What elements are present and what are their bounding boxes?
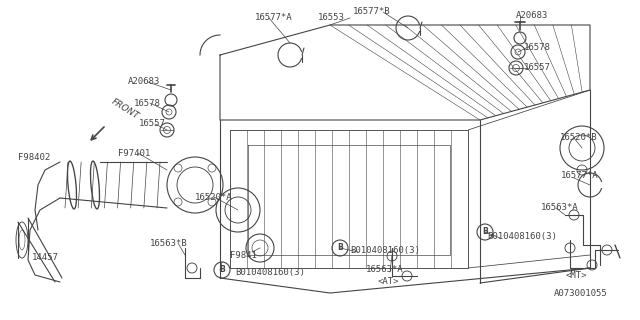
Text: B010408160(3): B010408160(3) [487,231,557,241]
Text: 16520*B: 16520*B [560,133,598,142]
Text: 16578: 16578 [134,99,161,108]
Text: 16577*A: 16577*A [561,171,598,180]
Text: F9841: F9841 [230,251,257,260]
Text: 14457: 14457 [32,253,59,262]
Text: B: B [219,266,225,275]
Text: FRONT: FRONT [110,97,141,121]
Text: A20683: A20683 [128,77,160,86]
Text: 16563*B: 16563*B [150,239,188,249]
Text: 16520*A: 16520*A [195,193,232,202]
Text: 16563*A: 16563*A [541,204,579,212]
Text: 16563*A: 16563*A [366,266,404,275]
Text: B: B [337,244,343,252]
Text: 16557: 16557 [524,63,551,73]
Text: <AT>: <AT> [378,277,399,286]
Text: F98402: F98402 [18,154,51,163]
Text: 16557: 16557 [139,119,166,129]
Text: A073001055: A073001055 [554,289,608,298]
Text: 16578: 16578 [524,43,551,52]
Text: 16577*B: 16577*B [353,7,390,17]
Text: 16577*A: 16577*A [255,13,292,22]
Text: <MT>: <MT> [566,270,588,279]
Text: B010408160(3): B010408160(3) [350,245,420,254]
Text: B010408160(3): B010408160(3) [235,268,305,277]
Text: A20683: A20683 [516,12,548,20]
Text: 16553: 16553 [318,13,345,22]
Text: B: B [482,228,488,236]
Text: F97401: F97401 [118,148,150,157]
